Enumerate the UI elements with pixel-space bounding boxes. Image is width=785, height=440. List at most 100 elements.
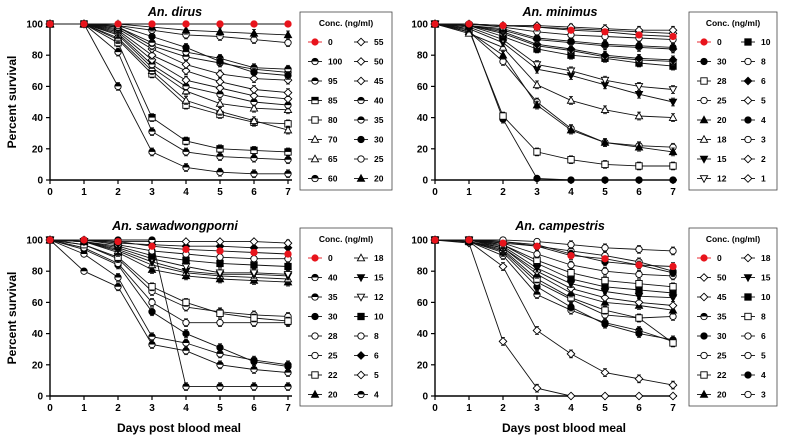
legend-title: Conc. (ng/ml) — [706, 234, 760, 244]
point-12-day6 — [249, 269, 259, 278]
point-100-day7-fill — [284, 170, 292, 174]
x-tick-label: 2 — [115, 403, 121, 414]
legend-marker-22 — [311, 371, 319, 379]
y-tick-label: 40 — [32, 329, 44, 340]
control-point — [148, 20, 156, 28]
point-45-day2 — [498, 262, 508, 271]
point-85-day7-fill — [284, 148, 292, 152]
series-line-50 — [434, 239, 673, 397]
legend-label: 1 — [761, 174, 766, 184]
legend-marker-10 — [744, 38, 752, 46]
point-28-day4 — [182, 319, 190, 327]
x-tick-label: 1 — [81, 403, 87, 414]
point-50-day6 — [249, 85, 259, 94]
point-6-day3 — [532, 39, 542, 49]
point-18-day7 — [668, 301, 678, 310]
point-95-day5-fill — [216, 153, 224, 157]
legend-marker-20 — [310, 389, 320, 398]
point-40-day4-fill — [182, 347, 190, 351]
panel-title: An. sawadwongporni — [111, 219, 238, 233]
x-tick-label: 5 — [602, 403, 608, 414]
x-tick-label: 1 — [466, 403, 472, 414]
point-8-day5 — [216, 253, 224, 261]
point-3-day7 — [669, 247, 677, 255]
point-20-day6 — [249, 28, 259, 37]
point-22-day7 — [669, 339, 677, 347]
legend-marker-22 — [700, 371, 708, 379]
legend-label: 5 — [761, 96, 766, 106]
legend-marker-35-fill — [700, 313, 708, 317]
legend-label: 50 — [374, 57, 384, 67]
point-50-day7 — [668, 391, 678, 401]
legend-marker-45 — [356, 76, 366, 86]
control-point — [80, 20, 88, 28]
y-tick-label: 20 — [417, 360, 429, 371]
series-control-top — [46, 20, 292, 28]
x-tick-label: 2 — [115, 187, 121, 198]
point-6-day7 — [668, 55, 678, 65]
point-100-day4-fill — [182, 164, 190, 168]
legend: Conc. (ng/ml) 0 100 95 85 80 70 65 60 55 50 45 40 35 3… — [299, 11, 393, 191]
point-28-day3 — [533, 148, 541, 156]
point-85-day6-fill — [250, 147, 258, 151]
point-35-day3-fill — [533, 291, 541, 295]
point-28-day3 — [148, 298, 156, 307]
x-tick-label: 6 — [636, 187, 642, 198]
control-point — [182, 245, 190, 253]
legend-marker-25 — [357, 155, 365, 163]
legend-marker-3 — [744, 390, 752, 399]
series-line-95 — [50, 23, 289, 161]
point-55-day5 — [215, 83, 225, 93]
legend-label: 70 — [328, 135, 338, 145]
series-line-12 — [434, 23, 674, 90]
point-40-day5-fill — [216, 361, 224, 365]
x-tick-label: 6 — [251, 403, 257, 414]
point-12-day7 — [668, 86, 678, 95]
point-15-day6 — [634, 90, 644, 99]
legend-label: 0 — [717, 253, 722, 263]
point-8-day4 — [567, 269, 575, 277]
legend-label: 6 — [374, 351, 379, 361]
y-tick-label: 60 — [32, 298, 44, 309]
point-22-day3 — [148, 283, 156, 291]
legend-marker-5 — [743, 96, 753, 105]
y-tick-label: 20 — [417, 144, 429, 155]
legend-marker-8 — [357, 332, 365, 340]
legend-marker-50 — [699, 273, 709, 282]
legend-marker-10 — [357, 312, 365, 321]
control-point — [533, 23, 541, 31]
point-100-day6-fill — [250, 170, 258, 174]
legend-marker-25 — [700, 96, 708, 105]
point-45-day5 — [215, 69, 225, 79]
control-point — [635, 261, 643, 269]
series-line-25 — [434, 23, 674, 148]
x-tick-label: 5 — [602, 187, 608, 198]
x-tick-label: 3 — [149, 403, 155, 414]
legend-marker-3 — [744, 135, 752, 144]
series-line-3 — [435, 239, 674, 252]
legend-marker-2 — [743, 154, 753, 164]
point-3-day6 — [635, 245, 643, 254]
legend-label: 22 — [717, 370, 727, 380]
series-line-4 — [434, 23, 674, 48]
control-point — [533, 242, 541, 250]
point-20-day4 — [181, 25, 191, 34]
legend-label: 20 — [717, 390, 727, 400]
point-65-day6 — [249, 103, 259, 112]
series-control-top — [431, 236, 677, 271]
legend-marker-4-fill — [357, 391, 365, 395]
legend-label: 45 — [717, 292, 727, 302]
point-45-day4 — [566, 349, 576, 359]
control-point — [567, 26, 575, 34]
point-70-day7 — [283, 125, 293, 134]
y-tick-label: 60 — [417, 82, 429, 93]
legend-label: 5 — [374, 370, 379, 380]
y-axis-title: Percent survival — [5, 56, 19, 149]
legend-label: 30 — [374, 135, 384, 145]
legend-marker-28 — [700, 77, 708, 85]
point-6-day6 — [634, 53, 644, 63]
point-40-day3-fill — [148, 341, 156, 345]
point-45-day4 — [181, 60, 191, 69]
